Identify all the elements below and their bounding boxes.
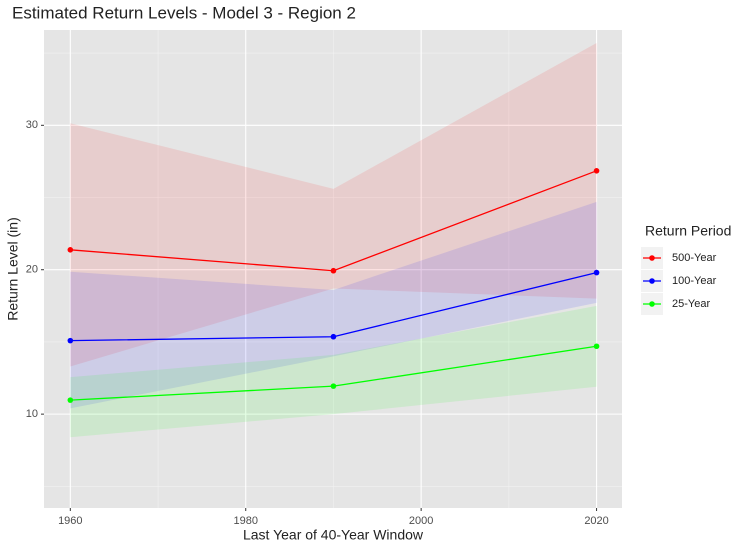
point — [593, 269, 600, 276]
legend-title: Return Period — [645, 223, 731, 239]
y-tick-label: 20 — [26, 264, 38, 276]
legend-label: 500-Year — [672, 252, 717, 264]
point — [593, 168, 600, 174]
point — [330, 383, 337, 389]
point — [67, 337, 74, 344]
legend-point — [649, 255, 655, 261]
point — [330, 333, 337, 340]
point — [593, 343, 600, 350]
chart-title: Estimated Return Levels - Model 3 - Regi… — [12, 3, 356, 22]
y-axis-label: Return Level (in) — [5, 217, 21, 321]
point — [330, 267, 337, 274]
y-tick-label: 30 — [26, 119, 38, 131]
ribbon — [70, 42, 597, 367]
legend-point — [649, 278, 655, 284]
x-axis-label: Last Year of 40-Year Window — [243, 527, 424, 543]
legend-label: 100-Year — [672, 275, 717, 287]
legend-label: 25-Year — [672, 298, 710, 310]
legend-point — [649, 301, 655, 307]
ribbon — [70, 305, 597, 438]
point — [67, 246, 74, 253]
point — [67, 397, 74, 403]
x-tick-label: 2020 — [584, 515, 608, 527]
y-tick-label: 10 — [26, 408, 38, 420]
x-tick-label: 1980 — [233, 515, 257, 527]
x-tick-label: 2000 — [409, 515, 433, 527]
ribbon — [70, 201, 597, 409]
x-tick-label: 1960 — [58, 515, 82, 527]
